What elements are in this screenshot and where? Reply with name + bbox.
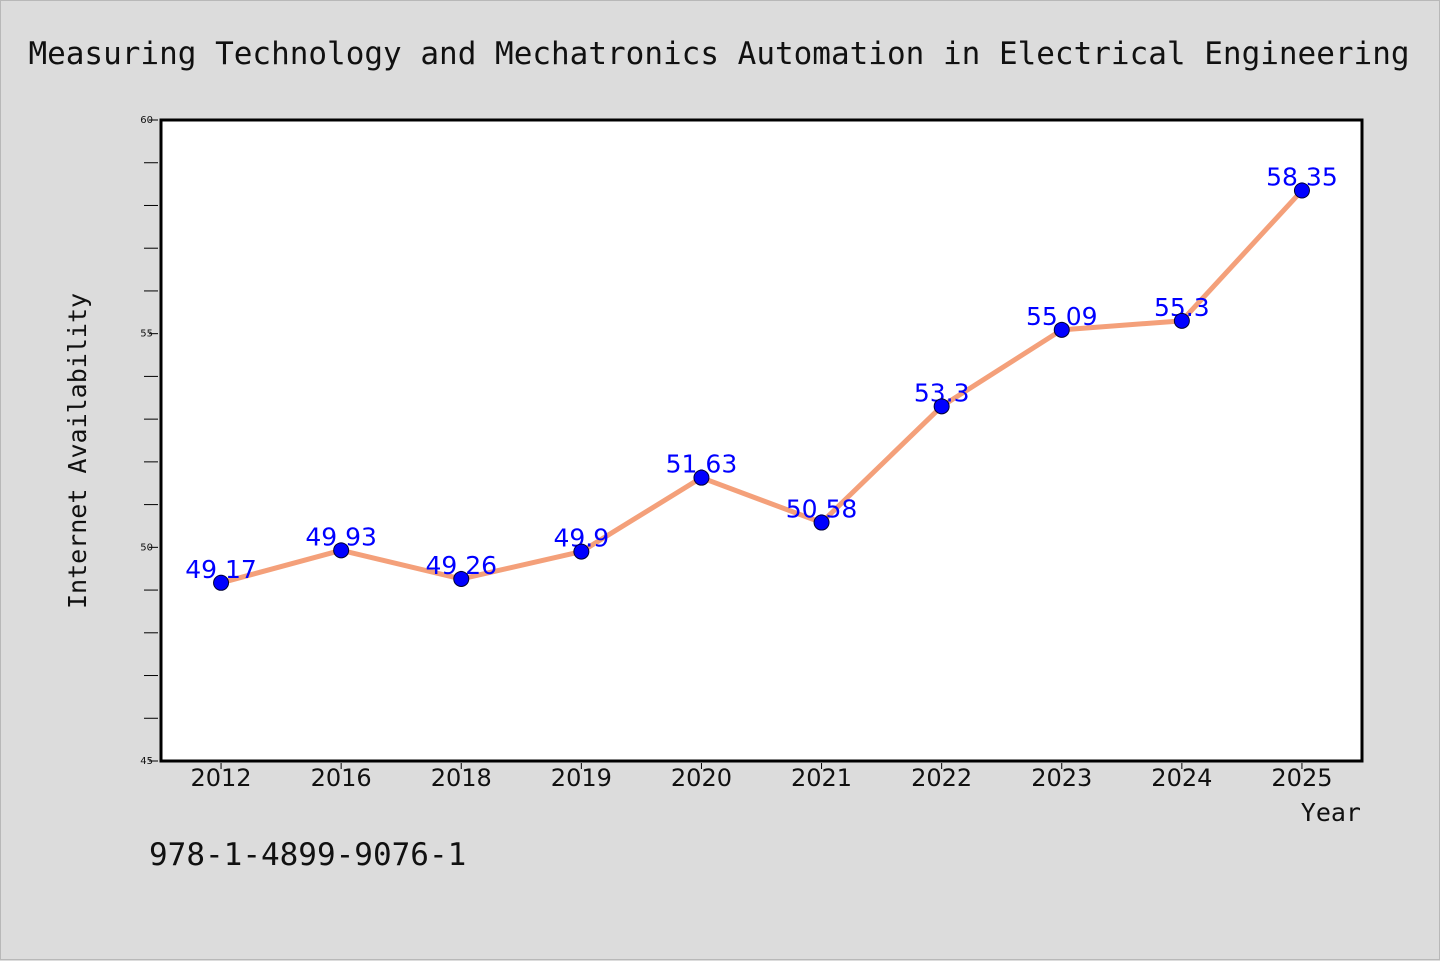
data-point <box>453 570 470 587</box>
x-tick-label: 2025 <box>1271 764 1332 792</box>
x-tick-label: 2018 <box>431 764 492 792</box>
data-point <box>333 542 350 559</box>
data-point <box>933 398 950 415</box>
x-tick-label: 2016 <box>311 764 372 792</box>
y-tick-label: 60 <box>140 115 153 126</box>
data-point <box>813 514 830 531</box>
footer-isbn: 978-1-4899-9076-1 <box>149 837 466 873</box>
data-point <box>1173 312 1190 329</box>
data-point <box>1053 321 1070 338</box>
x-axis-title: Year <box>1301 798 1361 827</box>
x-tick-label: 2021 <box>791 764 852 792</box>
y-tick-label: 45 <box>140 756 153 767</box>
y-axis-title: Internet Availability <box>63 293 92 609</box>
data-point <box>693 469 710 486</box>
y-tick-label: 55 <box>140 329 153 340</box>
data-markers <box>213 182 1310 591</box>
x-axis: 2012 2016 2018 2019 2020 2021 2022 2023 2024 2025 <box>191 763 1332 792</box>
y-tick-label: 50 <box>140 542 153 553</box>
plot-area <box>159 118 1364 763</box>
x-tick-label: 2023 <box>1031 764 1092 792</box>
y-axis: 45 50 55 60 <box>140 115 158 767</box>
chart-title: Measuring Technology and Mechatronics Au… <box>28 36 1409 72</box>
x-tick-label: 2024 <box>1151 764 1212 792</box>
x-tick-label: 2020 <box>671 764 732 792</box>
data-point <box>213 574 230 591</box>
x-tick-label: 2012 <box>191 764 252 792</box>
x-tick-label: 2022 <box>911 764 972 792</box>
series-line <box>218 188 1305 586</box>
x-tick-label: 2019 <box>551 764 612 792</box>
data-point <box>573 543 590 560</box>
data-point <box>1293 182 1310 199</box>
